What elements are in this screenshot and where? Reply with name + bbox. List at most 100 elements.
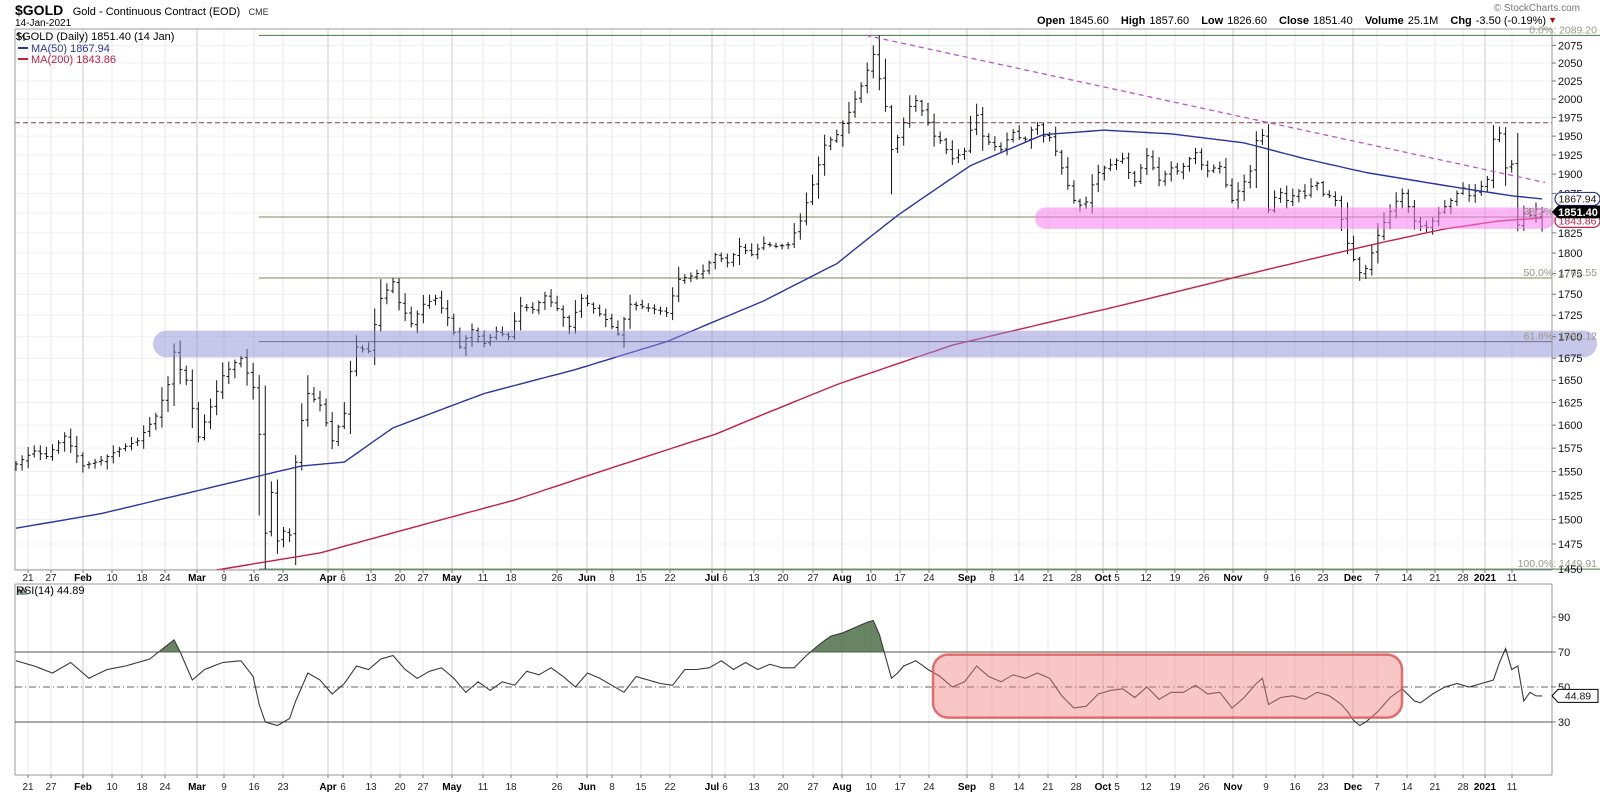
change-down-icon: ▼ xyxy=(1548,15,1557,25)
symbol-name: Gold - Continuous Contract (EOD) xyxy=(72,6,241,18)
svg-text:14: 14 xyxy=(1013,573,1025,584)
svg-text:23: 23 xyxy=(277,573,289,584)
svg-text:100.0%: 1449.91: 100.0%: 1449.91 xyxy=(1518,558,1598,570)
svg-text:11: 11 xyxy=(478,782,489,793)
svg-text:May: May xyxy=(442,782,462,793)
chart-header: $GOLD Gold - Continuous Contract (EOD) C… xyxy=(15,2,269,20)
svg-text:21: 21 xyxy=(1429,573,1441,584)
svg-text:21: 21 xyxy=(1429,782,1441,793)
svg-text:22: 22 xyxy=(664,573,676,584)
svg-text:Apr: Apr xyxy=(319,782,336,793)
svg-text:21: 21 xyxy=(22,573,34,584)
change-value: -3.50 (-0.19%) xyxy=(1475,15,1547,27)
svg-text:Dec: Dec xyxy=(1344,573,1363,584)
svg-text:Mar: Mar xyxy=(188,573,206,584)
svg-text:1475: 1475 xyxy=(1558,539,1582,551)
chart-type-icon xyxy=(17,32,26,41)
svg-text:27: 27 xyxy=(45,782,57,793)
svg-text:1750: 1750 xyxy=(1558,289,1582,301)
svg-text:9: 9 xyxy=(221,782,227,793)
descending-trendline xyxy=(865,34,1546,184)
svg-text:8: 8 xyxy=(989,782,995,793)
ma200-legend-text: MA(200) 1843.86 xyxy=(31,54,116,66)
svg-text:11: 11 xyxy=(1507,573,1518,584)
ma50-legend-text: MA(50) 1867.94 xyxy=(31,43,110,55)
volume-value: 25.1M xyxy=(1407,15,1439,27)
chart-date: 14-Jan-2021 xyxy=(15,18,72,29)
volume-label: Volume xyxy=(1364,15,1404,27)
price-legend-text: $GOLD (Daily) 1851.40 (14 Jan) xyxy=(16,31,175,43)
svg-text:7: 7 xyxy=(1374,573,1380,584)
svg-text:18: 18 xyxy=(505,573,517,584)
svg-text:30: 30 xyxy=(1558,717,1570,729)
rsi-weakness-zone xyxy=(931,653,1404,719)
svg-text:1843.86: 1843.86 xyxy=(1559,216,1597,228)
svg-text:26: 26 xyxy=(551,782,563,793)
svg-text:15: 15 xyxy=(635,782,647,793)
svg-text:7: 7 xyxy=(1374,782,1380,793)
svg-text:14: 14 xyxy=(1401,782,1413,793)
svg-text:24: 24 xyxy=(159,573,171,584)
svg-text:24: 24 xyxy=(923,782,935,793)
svg-text:1450: 1450 xyxy=(1558,564,1582,576)
svg-text:6: 6 xyxy=(722,782,728,793)
svg-text:16: 16 xyxy=(248,782,260,793)
svg-text:20: 20 xyxy=(777,573,789,584)
svg-text:28: 28 xyxy=(1070,573,1082,584)
svg-text:Jul: Jul xyxy=(705,782,720,793)
svg-text:27: 27 xyxy=(45,573,57,584)
svg-text:17: 17 xyxy=(894,573,906,584)
svg-text:12: 12 xyxy=(1140,782,1152,793)
svg-text:20: 20 xyxy=(777,782,789,793)
svg-text:6: 6 xyxy=(340,782,346,793)
ma200-legend: MA(200) 1843.86 xyxy=(18,54,116,66)
svg-text:10: 10 xyxy=(106,573,118,584)
svg-text:21: 21 xyxy=(22,782,34,793)
svg-text:1825: 1825 xyxy=(1558,228,1582,240)
svg-text:Feb: Feb xyxy=(74,782,92,793)
svg-text:27: 27 xyxy=(807,573,819,584)
svg-text:2050: 2050 xyxy=(1558,58,1582,70)
ma200-swatch xyxy=(18,58,28,60)
svg-text:19: 19 xyxy=(1169,782,1181,793)
rsi-line xyxy=(15,619,1543,727)
svg-text:1500: 1500 xyxy=(1558,514,1582,526)
svg-text:2000: 2000 xyxy=(1558,94,1582,106)
svg-text:Sep: Sep xyxy=(958,782,976,793)
svg-text:1900: 1900 xyxy=(1558,169,1582,181)
svg-text:17: 17 xyxy=(894,782,906,793)
svg-text:1925: 1925 xyxy=(1558,150,1582,162)
close-value: 1851.40 xyxy=(1312,15,1353,27)
price-axis-labels: 1450 1475 1500 1525 1550 1575 1600 1625 1650 1675… xyxy=(1552,40,1582,576)
svg-text:28: 28 xyxy=(1070,782,1082,793)
svg-text:1725: 1725 xyxy=(1558,310,1582,322)
svg-text:2021: 2021 xyxy=(1474,782,1497,793)
svg-text:0.0%: 2089.20: 0.0%: 2089.20 xyxy=(1529,24,1597,36)
svg-text:18: 18 xyxy=(505,782,517,793)
copyright: © StockCharts.com xyxy=(1493,3,1580,14)
quote-summary: Open 1845.60 High 1857.60 Low 1826.60 Close… xyxy=(1028,15,1557,27)
price-legend: $GOLD (Daily) 1851.40 (14 Jan) xyxy=(16,31,174,43)
svg-text:16: 16 xyxy=(1289,573,1301,584)
svg-text:5: 5 xyxy=(1114,782,1120,793)
svg-text:28: 28 xyxy=(1457,573,1469,584)
svg-text:10: 10 xyxy=(106,782,118,793)
svg-text:1867.94: 1867.94 xyxy=(1559,194,1597,206)
svg-text:1550: 1550 xyxy=(1558,467,1582,479)
svg-text:23: 23 xyxy=(1317,782,1329,793)
svg-text:6: 6 xyxy=(340,573,346,584)
svg-text:14: 14 xyxy=(1013,782,1025,793)
svg-text:Apr: Apr xyxy=(319,573,336,584)
svg-text:9: 9 xyxy=(1263,782,1269,793)
ohlc-bars xyxy=(15,35,1545,570)
svg-text:70: 70 xyxy=(1558,647,1570,659)
ma50-swatch xyxy=(18,47,28,49)
svg-text:Oct: Oct xyxy=(1095,573,1112,584)
svg-text:24: 24 xyxy=(159,782,171,793)
svg-text:61.8%: 1694.12: 61.8%: 1694.12 xyxy=(1523,331,1597,343)
support-zone xyxy=(1035,207,1555,229)
svg-text:16: 16 xyxy=(1289,782,1301,793)
